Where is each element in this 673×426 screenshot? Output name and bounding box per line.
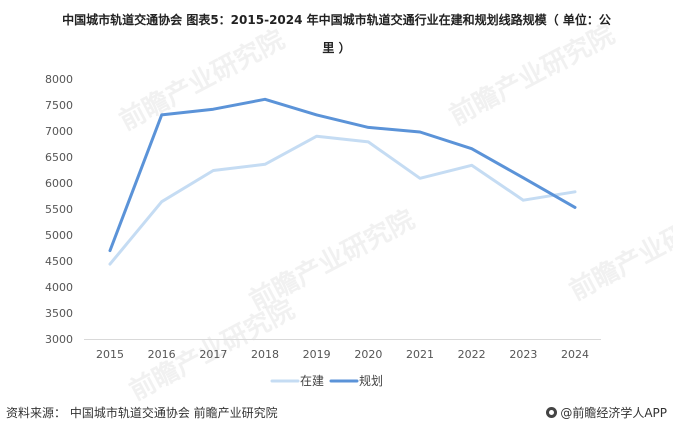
source-note: 资料来源： 中国城市轨道交通协会 前瞻产业研究院 [6, 406, 278, 420]
brand-logo-icon [546, 407, 558, 418]
data-point [160, 200, 163, 203]
y-tick-label: 4500 [45, 255, 73, 268]
x-tick-label: 2023 [509, 348, 537, 361]
series-line-in-construction [108, 134, 577, 266]
legend-label: 在建 [300, 374, 324, 388]
data-point [160, 113, 163, 117]
chart-title-line1: 中国城市轨道交通协会 图表5：2015-2024 年中国城市轨道交通行业在建和规… [62, 13, 611, 27]
data-point [470, 164, 473, 167]
data-point [108, 249, 112, 252]
data-point [522, 198, 525, 202]
y-tick-label: 5000 [45, 229, 73, 242]
y-tick-label: 3000 [45, 333, 73, 346]
x-tick-label: 2024 [561, 348, 589, 361]
y-tick-label: 8000 [45, 73, 73, 86]
legend-label: 规划 [359, 373, 383, 388]
data-point [418, 130, 422, 134]
y-tick-label: 6500 [45, 151, 73, 164]
data-point [212, 107, 215, 111]
data-point [573, 190, 577, 194]
data-point [263, 163, 267, 166]
y-tick-label: 3500 [45, 307, 73, 320]
x-tick-label: 2022 [458, 348, 486, 361]
y-tick-label: 7000 [45, 125, 73, 138]
series-line-planned [108, 97, 577, 253]
data-point [315, 113, 318, 117]
x-tick-label: 2017 [199, 348, 227, 361]
x-tick-label: 2019 [303, 348, 331, 361]
x-tick-label: 2018 [251, 348, 279, 361]
data-point [367, 140, 370, 144]
y-tick-label: 5500 [45, 203, 73, 216]
brand-credit: @前瞻经济学人APP [546, 404, 667, 421]
data-point [573, 206, 577, 209]
data-point [263, 98, 267, 101]
x-tick-label: 2015 [96, 348, 124, 361]
x-tick-label: 2021 [406, 348, 434, 361]
data-point [470, 147, 473, 150]
data-point [522, 176, 525, 179]
chart-title: 中国城市轨道交通协会 图表5：2015-2024 年中国城市轨道交通行业在建和规… [0, 6, 673, 62]
data-point [367, 126, 370, 129]
brand-text: @前瞻经济学人APP [560, 406, 667, 420]
data-point [108, 262, 112, 266]
x-tick-label: 2016 [148, 348, 176, 361]
data-point [315, 135, 318, 138]
y-tick-label: 4000 [45, 281, 73, 294]
y-tick-label: 6000 [45, 177, 73, 190]
chart-title-line2: 里 ） [322, 41, 351, 55]
x-tick-label: 2020 [354, 348, 382, 361]
data-point [418, 177, 422, 180]
y-tick-label: 7500 [45, 99, 73, 112]
data-point [212, 169, 215, 172]
